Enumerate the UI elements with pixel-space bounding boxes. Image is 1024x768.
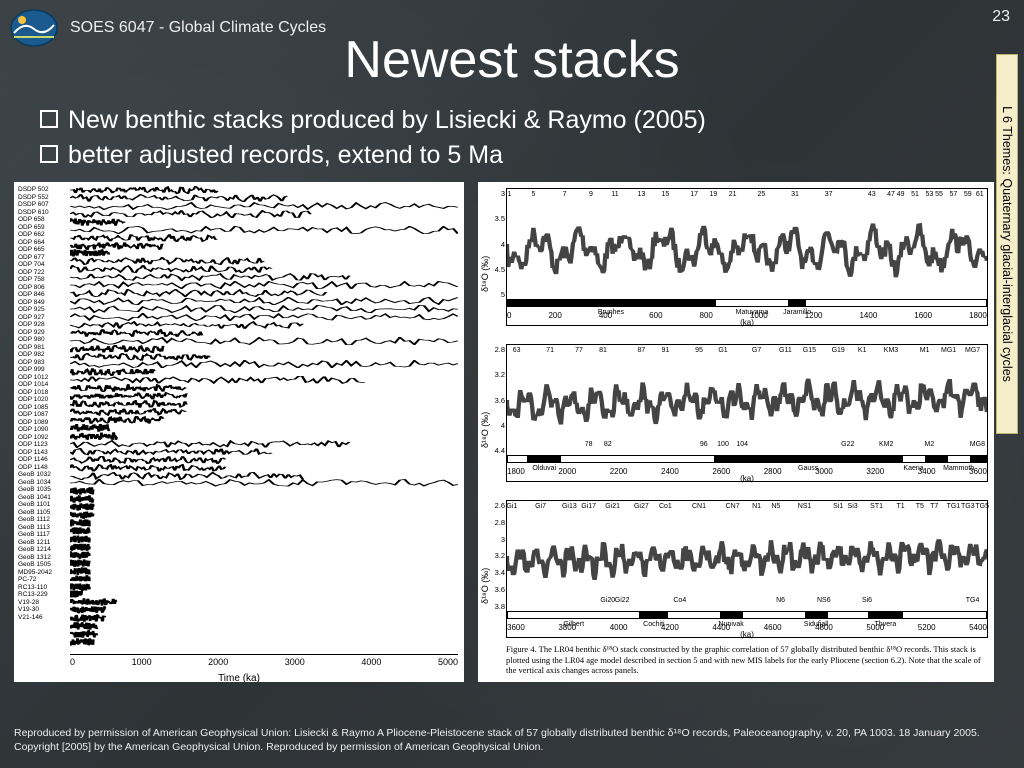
left-figure-panel: DSDP 502DSDP 552DSDP 607DSDP 610ODP 658O… xyxy=(14,182,464,682)
subplot-1: 33.544.551579111315171921253137434749515… xyxy=(506,188,988,326)
bullet-list: New benthic stacks produced by Lisiecki … xyxy=(40,104,974,173)
left-x-axis-label: Time (ka) xyxy=(218,673,260,682)
lecture-side-tab: L 6 Themes: Quaternary glacial-interglac… xyxy=(996,54,1018,434)
bullet-icon xyxy=(40,110,58,128)
bullet-icon xyxy=(40,145,58,163)
bullet-text: better adjusted records, extend to 5 Ma xyxy=(68,139,503,172)
right-figure-panel: δ¹⁸O (‰) δ¹⁸O (‰) δ¹⁸O (‰) 33.544.551579… xyxy=(478,182,994,682)
left-x-axis: 010002000300040005000 xyxy=(70,654,458,676)
subplot-3: 2.62.833.23.43.63.8Gi1Gi7Gi13Gi17Gi21Gi2… xyxy=(506,500,988,638)
stacked-traces-plot xyxy=(70,186,458,652)
slide-title: Newest stacks xyxy=(0,30,1024,90)
lecture-side-tab-text: L 6 Themes: Quaternary glacial-interglac… xyxy=(1000,106,1014,382)
bullet-item: better adjusted records, extend to 5 Ma xyxy=(40,139,974,172)
site-label-column: DSDP 502DSDP 552DSDP 607DSDP 610ODP 658O… xyxy=(18,186,52,621)
page-number: 23 xyxy=(992,8,1010,26)
reproduction-credit: Reproduced by permission of American Geo… xyxy=(14,726,994,754)
figure-row: DSDP 502DSDP 552DSDP 607DSDP 610ODP 658O… xyxy=(14,182,994,692)
figure-caption: Figure 4. The LR04 benthic δ¹⁸O stack co… xyxy=(506,644,988,676)
subplot-2: 2.83.23.644.463717781879195G1G7G11G15G19… xyxy=(506,344,988,482)
bullet-item: New benthic stacks produced by Lisiecki … xyxy=(40,104,974,137)
bullet-text: New benthic stacks produced by Lisiecki … xyxy=(68,104,706,137)
